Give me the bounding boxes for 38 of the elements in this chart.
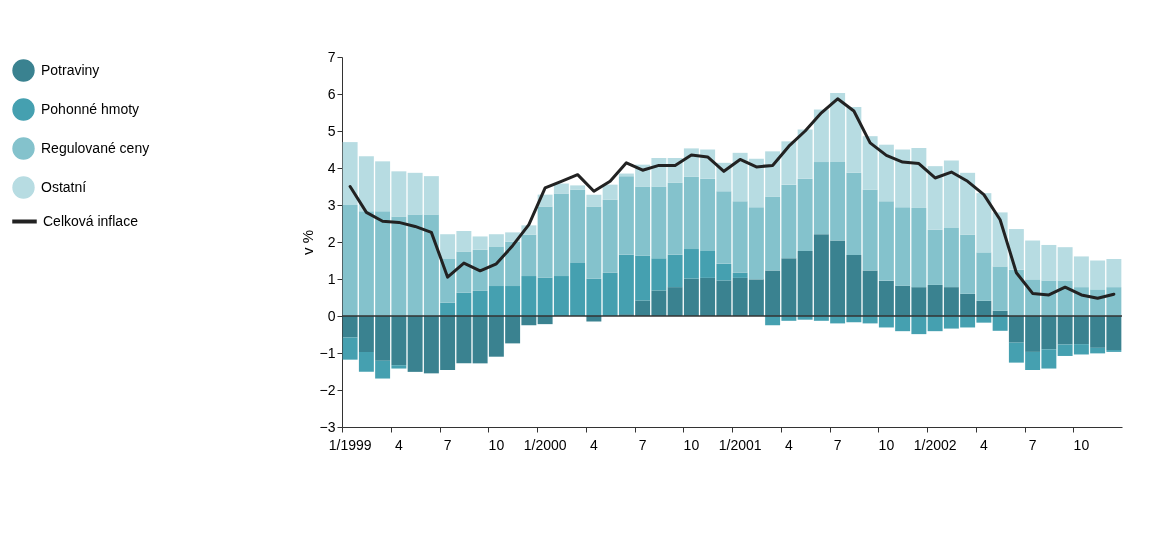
x-tick-label: 10 bbox=[878, 436, 895, 453]
x-tick-label: 4 bbox=[394, 436, 403, 453]
x-tick-label: 1/2001 bbox=[718, 436, 762, 453]
x-tick-label: 7 bbox=[833, 436, 842, 453]
y-tick-label: 3 bbox=[327, 196, 336, 213]
bar bbox=[992, 316, 1008, 331]
bar bbox=[586, 194, 602, 207]
x-tick-label: 10 bbox=[1073, 436, 1090, 453]
x-tick-label: 10 bbox=[683, 436, 700, 453]
legend-label: Pohonné hmoty bbox=[41, 100, 140, 117]
x-tick-label: 1/2000 bbox=[523, 436, 567, 453]
line-series bbox=[348, 97, 1116, 300]
x-tick-label: 7 bbox=[1028, 436, 1037, 453]
bar bbox=[732, 272, 748, 278]
x-tick-label: 7 bbox=[638, 436, 647, 453]
legend-label: Potraviny bbox=[41, 61, 100, 78]
legend-label: Ostatní bbox=[41, 178, 87, 195]
x-tick-label: 1/2002 bbox=[913, 436, 957, 453]
x-tick-label: 1/1999 bbox=[328, 436, 372, 453]
bar bbox=[602, 184, 618, 200]
y-tick-label: 6 bbox=[327, 85, 336, 102]
legend-label: Regulované ceny bbox=[41, 139, 150, 156]
x-tick-label: 4 bbox=[589, 436, 598, 453]
x-tick-label: 4 bbox=[784, 436, 793, 453]
y-tick-label: −3 bbox=[319, 418, 336, 435]
y-tick-label: 0 bbox=[327, 307, 336, 324]
y-tick-label: 4 bbox=[327, 159, 336, 176]
y-tick-label: 2 bbox=[327, 233, 336, 250]
x-tick-label: 4 bbox=[979, 436, 988, 453]
y-tick-label: 1 bbox=[327, 270, 336, 287]
x-tick-label: 10 bbox=[488, 436, 505, 453]
y-tick-label: −2 bbox=[319, 381, 336, 398]
x-tick-label: 7 bbox=[443, 436, 452, 453]
y-tick-label: 7 bbox=[327, 48, 336, 65]
y-tick-label: 5 bbox=[327, 122, 336, 139]
y-tick-label: −1 bbox=[319, 344, 336, 361]
legend-label: Celková inflace bbox=[43, 212, 139, 229]
y-axis-title: v % bbox=[298, 229, 316, 256]
